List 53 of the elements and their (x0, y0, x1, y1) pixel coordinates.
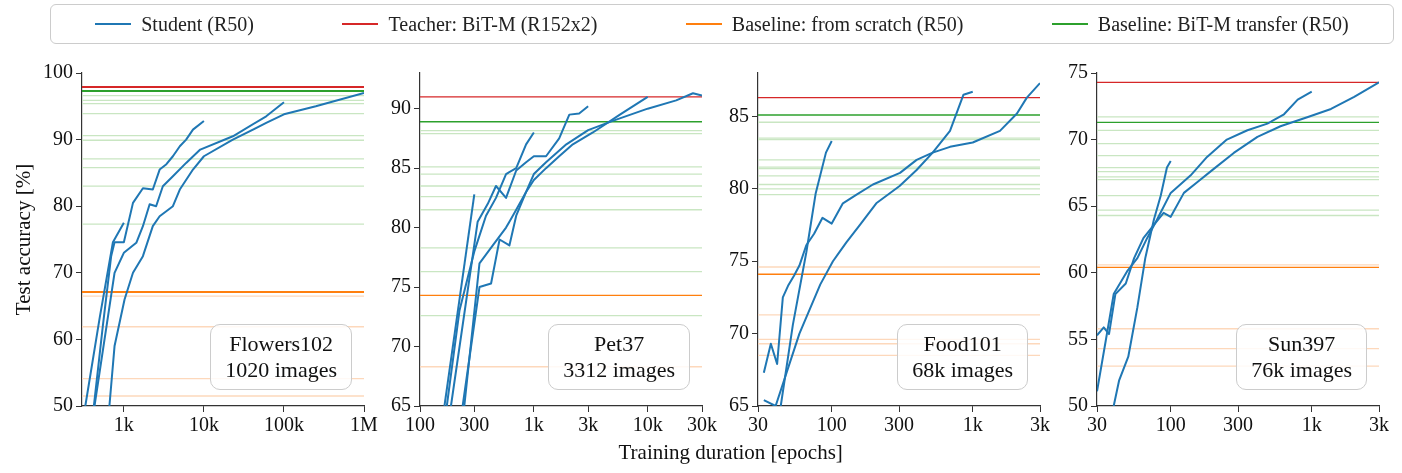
y-tick-label: 55 (1068, 326, 1088, 349)
y-tick-label: 70 (729, 320, 749, 343)
y-tick-label: 80 (53, 193, 73, 216)
x-tick-label: 1k (962, 413, 983, 436)
y-axis-title: Test accuracy [%] (10, 163, 36, 316)
x-tick-label: 1k (523, 413, 544, 436)
y-tick-label: 65 (729, 393, 749, 416)
x-tick-label: 1M (350, 413, 379, 436)
x-tick-label: 10k (188, 413, 219, 436)
y-tick-label: 85 (391, 155, 411, 178)
x-tick-label: 30k (687, 413, 717, 436)
x-tick-label: 3k (1369, 413, 1389, 436)
x-tick-label: 100 (816, 413, 847, 436)
y-tick-label: 60 (53, 326, 73, 349)
annotation: Flowers102 1020 images (210, 324, 352, 390)
y-tick-label: 80 (729, 176, 749, 199)
y-tick-label: 70 (391, 333, 411, 356)
x-tick-label: 30 (1087, 413, 1107, 436)
y-tick-label: 65 (391, 393, 411, 416)
y-tick-label: 50 (53, 393, 73, 416)
x-tick-label: 100 (405, 413, 435, 436)
legend-label: Baseline: from scratch (R50) (731, 12, 964, 36)
x-tick-label: 1k (113, 413, 134, 436)
x-tick-label: 300 (884, 413, 914, 436)
x-tick-label: 100k (263, 413, 304, 436)
y-tick-label: 85 (729, 103, 749, 126)
legend-label: Teacher: BiT-M (R152x2) (388, 12, 598, 36)
x-tick-label: 10k (632, 413, 663, 436)
x-tick-label: 300 (1223, 413, 1253, 436)
y-tick-label: 80 (391, 214, 411, 237)
x-tick-label: 3k (578, 413, 599, 436)
annotation: Pet37 3312 images (548, 324, 690, 390)
y-tick-label: 75 (1068, 60, 1088, 83)
x-tick-label: 1k (1301, 413, 1322, 436)
y-tick-label: 75 (391, 274, 411, 297)
annotation: Sun397 76k images (1236, 324, 1367, 390)
legend-label: Student (R50) (141, 12, 254, 36)
x-tick-label: 300 (459, 413, 490, 436)
y-tick-label: 65 (1068, 193, 1088, 216)
y-tick-label: 60 (1068, 260, 1088, 283)
y-tick-label: 100 (43, 60, 73, 83)
y-tick-label: 75 (729, 248, 749, 271)
legend-label: Baseline: BiT-M transfer (R50) (1097, 12, 1349, 36)
x-tick-label: 30 (748, 413, 768, 436)
y-tick-label: 70 (53, 260, 73, 283)
annotation: Food101 68k images (897, 324, 1028, 390)
x-tick-label: 3k (1030, 413, 1050, 436)
y-tick-label: 70 (1068, 126, 1088, 149)
y-tick-label: 50 (1068, 393, 1088, 416)
y-tick-label: 90 (53, 126, 73, 149)
x-axis-title: Training duration [epochs] (618, 440, 843, 465)
y-tick-label: 90 (391, 95, 411, 118)
x-tick-label: 100 (1155, 413, 1186, 436)
